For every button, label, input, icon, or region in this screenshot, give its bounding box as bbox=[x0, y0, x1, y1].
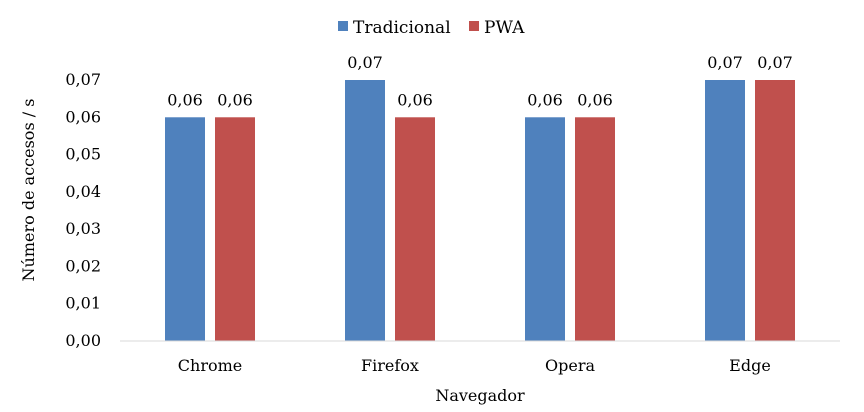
bar-pwa-opera bbox=[575, 117, 615, 342]
x-tick-label-opera: Opera bbox=[545, 356, 595, 375]
y-tick-label: 0,07 bbox=[65, 70, 101, 89]
bar-pwa-edge bbox=[755, 80, 795, 341]
bar-pwa-firefox bbox=[395, 117, 435, 342]
data-label-pwa-firefox: 0,06 bbox=[397, 90, 433, 109]
y-tick-label: 0,00 bbox=[65, 331, 101, 350]
y-tick-label: 0,05 bbox=[65, 145, 101, 164]
legend: Tradicional PWA bbox=[338, 18, 525, 38]
data-label-tradicional-chrome: 0,06 bbox=[167, 90, 203, 109]
y-tick-label: 0,04 bbox=[65, 182, 101, 201]
data-labels: 0,06 0,06 0,07 0,06 0,06 0,06 0,07 0,07 bbox=[167, 53, 793, 109]
bar-pwa-chrome bbox=[215, 117, 255, 342]
legend-label-pwa: PWA bbox=[484, 18, 525, 38]
data-label-tradicional-firefox: 0,07 bbox=[347, 53, 383, 72]
legend-swatch-tradicional bbox=[338, 21, 348, 31]
y-tick-label: 0,06 bbox=[65, 107, 101, 126]
bar-tradicional-edge bbox=[705, 80, 745, 341]
y-axis-title: Número de accesos / s bbox=[19, 99, 38, 282]
data-label-tradicional-edge: 0,07 bbox=[707, 53, 743, 72]
x-axis-title: Navegador bbox=[435, 386, 525, 405]
y-tick-label: 0,03 bbox=[65, 219, 101, 238]
bars bbox=[165, 80, 795, 342]
y-tick-label: 0,02 bbox=[65, 256, 101, 275]
x-tick-labels: Chrome Firefox Opera Edge bbox=[178, 356, 771, 375]
data-label-pwa-opera: 0,06 bbox=[577, 90, 613, 109]
bar-tradicional-chrome bbox=[165, 117, 205, 342]
x-tick-label-edge: Edge bbox=[729, 356, 771, 375]
y-tick-labels: 0,00 0,01 0,02 0,03 0,04 0,05 0,06 0,07 bbox=[65, 70, 101, 350]
bar-tradicional-opera bbox=[525, 117, 565, 342]
data-label-pwa-edge: 0,07 bbox=[757, 53, 793, 72]
x-tick-label-firefox: Firefox bbox=[361, 356, 419, 375]
data-label-tradicional-opera: 0,06 bbox=[527, 90, 563, 109]
bar-tradicional-firefox bbox=[345, 80, 385, 341]
x-tick-label-chrome: Chrome bbox=[178, 356, 242, 375]
y-tick-label: 0,01 bbox=[65, 294, 101, 313]
legend-label-tradicional: Tradicional bbox=[353, 18, 451, 38]
data-label-pwa-chrome: 0,06 bbox=[217, 90, 253, 109]
legend-swatch-pwa bbox=[469, 21, 479, 31]
